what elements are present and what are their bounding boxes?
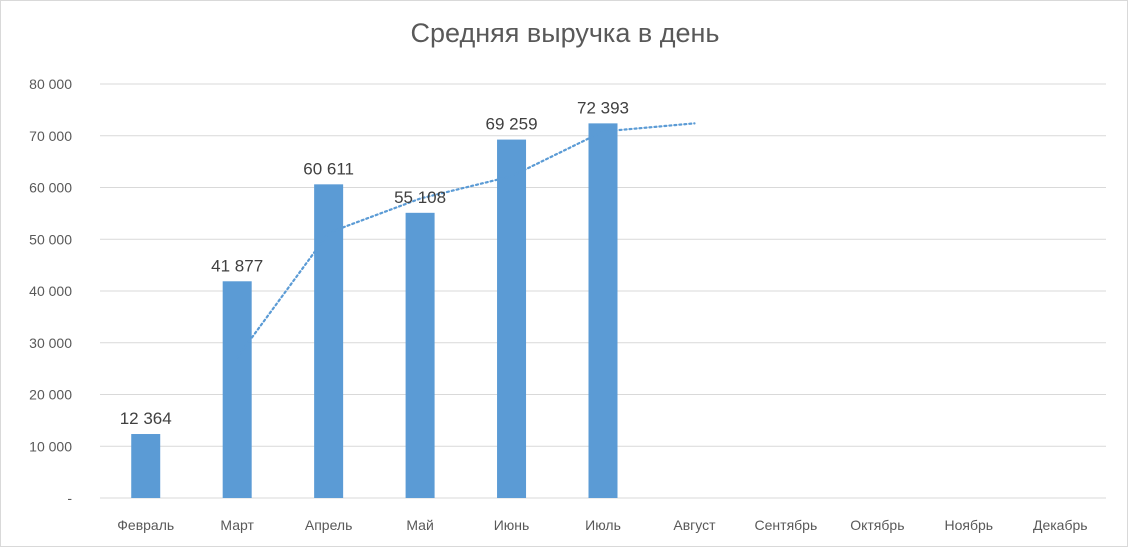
- y-tick-label: 10 000: [29, 438, 72, 454]
- y-tick-label: 30 000: [29, 335, 72, 351]
- y-tick-label: 60 000: [29, 180, 72, 196]
- y-tick-label: 40 000: [29, 283, 72, 299]
- trendline-path: [236, 122, 696, 359]
- x-tick-label: Февраль: [117, 517, 174, 533]
- data-label: 55 108: [394, 188, 446, 207]
- data-label: 41 877: [211, 256, 263, 275]
- y-tick-label: -: [67, 490, 72, 506]
- x-axis-ticks: Февраль Март Апрель Май Июнь Июль Август Сентяб…: [117, 517, 1087, 533]
- bar: [497, 139, 527, 499]
- x-tick-label: Март: [220, 517, 254, 533]
- bar: [314, 184, 344, 498]
- y-tick-label: 80 000: [29, 76, 72, 92]
- x-tick-label: Июль: [585, 517, 621, 533]
- trendline: [236, 122, 696, 359]
- data-label: 12 364: [120, 409, 172, 428]
- bar: [222, 281, 252, 498]
- bar-series: [131, 123, 618, 499]
- data-label: 69 259: [486, 115, 538, 134]
- x-tick-label: Декабрь: [1033, 517, 1088, 533]
- x-tick-label: Апрель: [305, 517, 353, 533]
- y-tick-label: 50 000: [29, 231, 72, 247]
- data-label: 60 611: [303, 159, 354, 178]
- chart-title: Средняя выручка в день: [410, 18, 720, 48]
- y-axis-ticks: - 10 000 20 000 30 000 40 000 50 000 60 000 70 …: [29, 76, 72, 506]
- y-tick-label: 20 000: [29, 387, 72, 403]
- bar: [405, 212, 435, 498]
- x-tick-label: Июнь: [494, 517, 530, 533]
- data-label: 72 393: [577, 98, 629, 117]
- x-tick-label: Август: [673, 517, 716, 533]
- x-tick-label: Сентябрь: [755, 517, 818, 533]
- y-tick-label: 70 000: [29, 128, 72, 144]
- x-tick-label: Ноябрь: [945, 517, 994, 533]
- x-tick-label: Май: [406, 517, 433, 533]
- bar: [588, 123, 618, 499]
- data-labels: 12 364 41 877 60 611 55 108 69 259 72 393: [120, 98, 629, 428]
- bar: [131, 434, 161, 498]
- x-tick-label: Октябрь: [850, 517, 904, 533]
